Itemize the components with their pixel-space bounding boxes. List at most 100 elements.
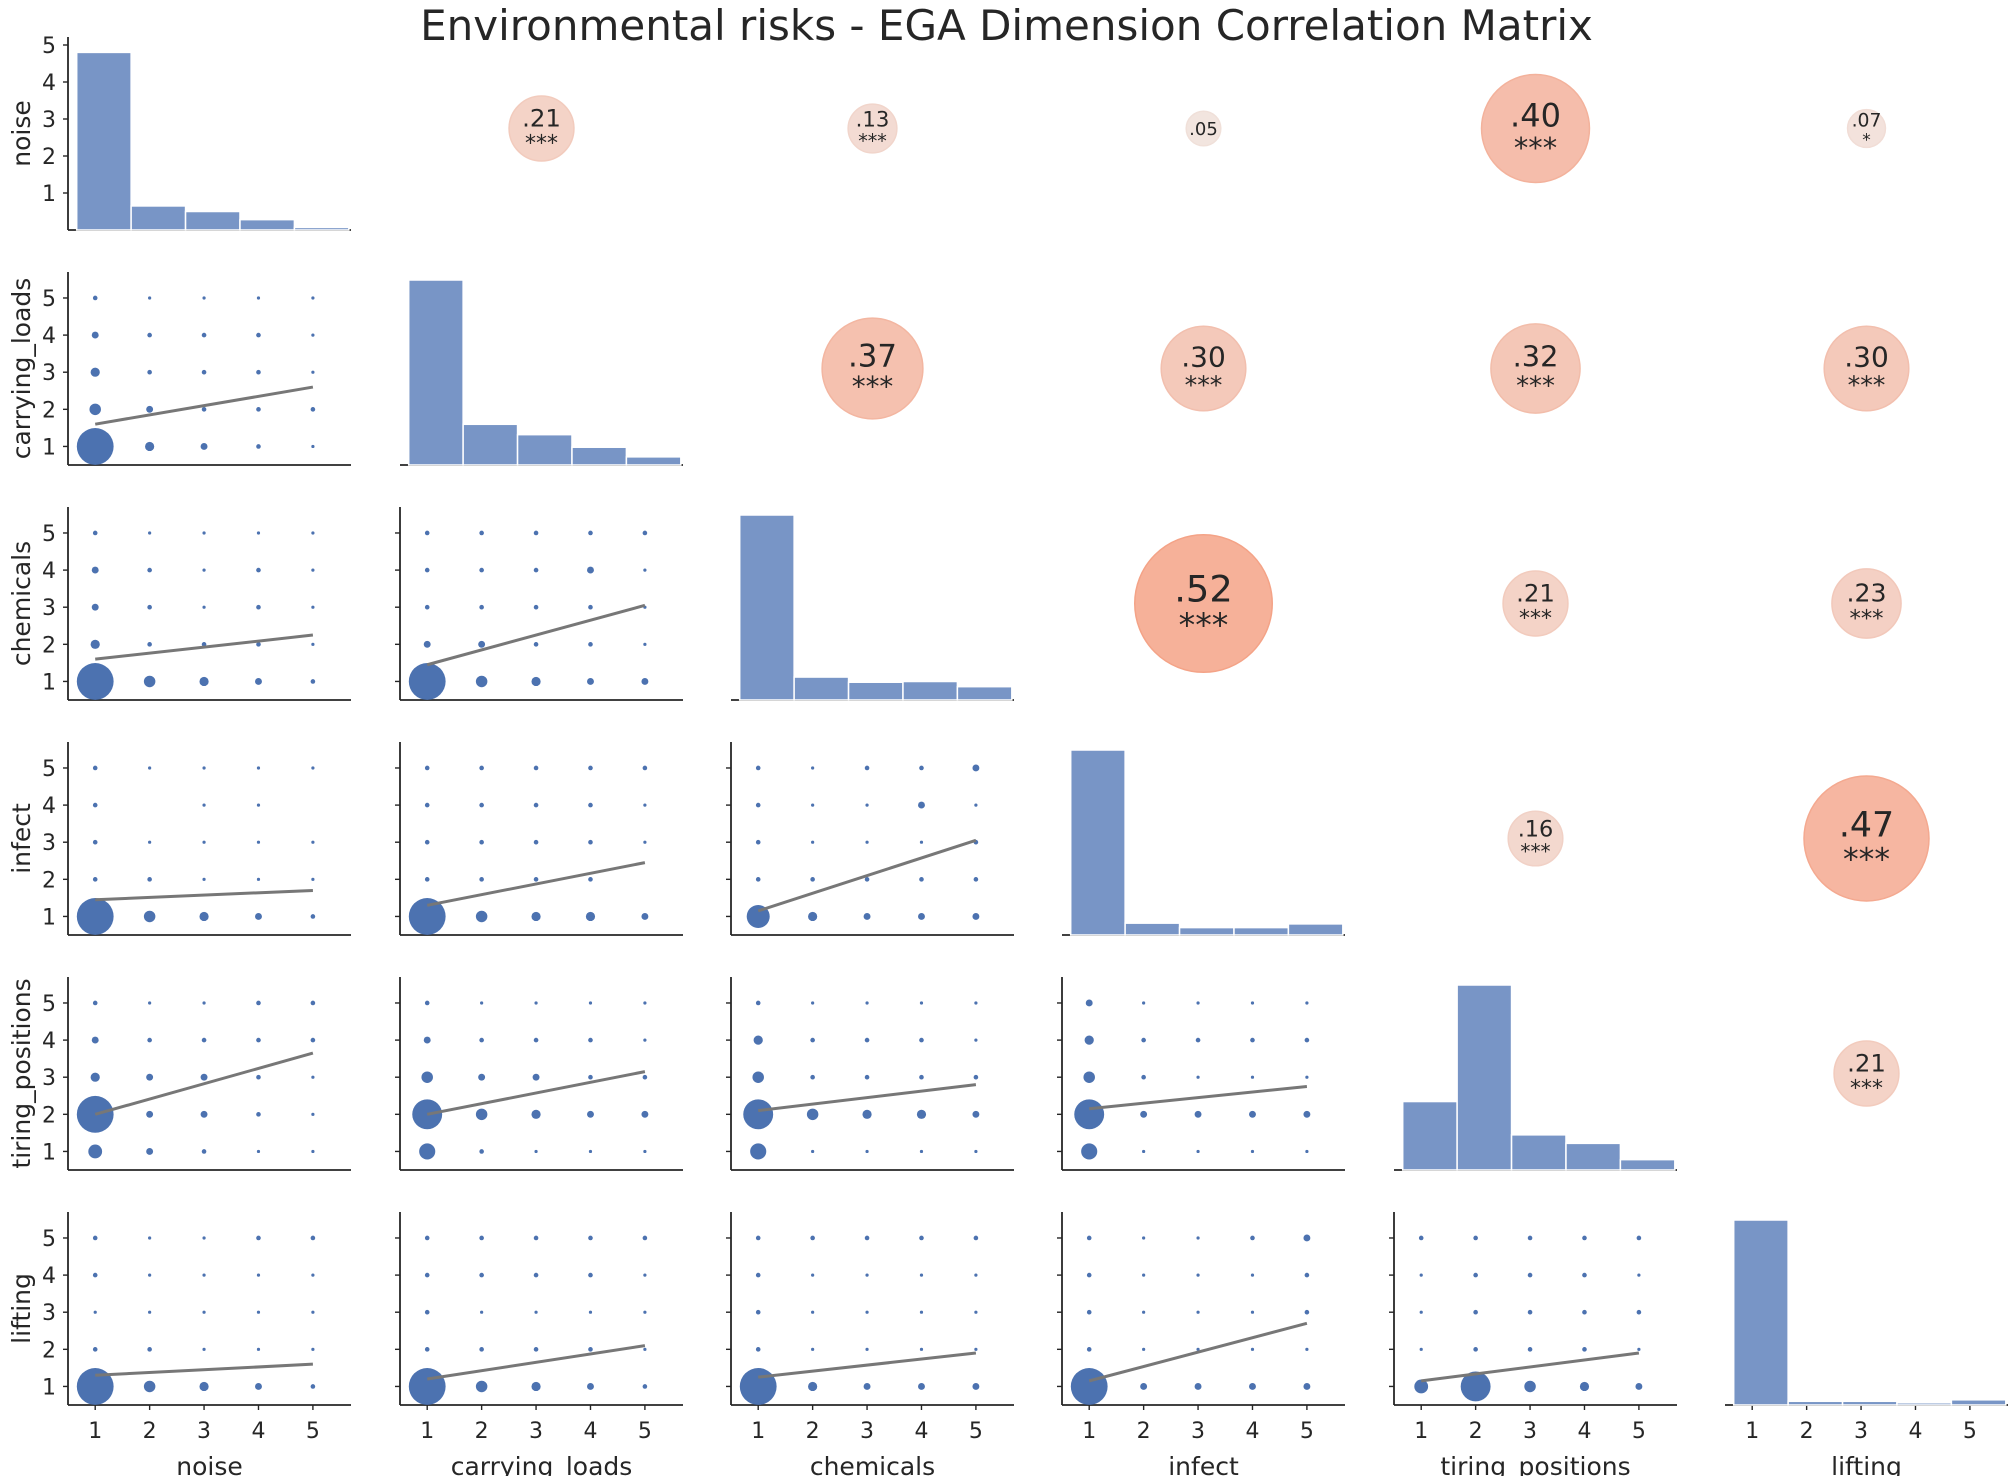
scatter-point (92, 877, 98, 882)
scatter-point (643, 1347, 647, 1351)
scatter-point (1196, 1149, 1200, 1154)
scatter-point (201, 332, 207, 338)
y-tick-label: 4 (42, 1264, 56, 1289)
scatter-point (311, 1149, 315, 1154)
scatter-point (865, 1347, 869, 1351)
scatter-point (531, 1381, 541, 1392)
x-tick-label: 2 (1800, 1419, 1814, 1444)
x-tick-label: 1 (1082, 1419, 1096, 1444)
correlation-bubble (1823, 325, 1910, 412)
scatter-point (643, 1273, 647, 1277)
correlation-value: .21 (522, 104, 561, 133)
correlation-bubble (1803, 775, 1930, 902)
scatter-point (1250, 1001, 1255, 1005)
scatter-point (1303, 1234, 1311, 1242)
scatter-point (533, 1347, 539, 1352)
scatter-point (864, 1074, 870, 1080)
regression-line (758, 1083, 977, 1113)
scatter-point (424, 1309, 430, 1315)
scatter-point (148, 296, 152, 300)
scatter-point (146, 405, 154, 413)
scatter-point (311, 642, 315, 646)
scatter-point (479, 877, 484, 882)
scatter-point (755, 839, 761, 845)
scatter-point (1637, 1273, 1641, 1277)
scatter-point (588, 1272, 593, 1278)
histogram-tiring_positions (1401, 984, 1676, 1171)
histogram-bar (516, 433, 573, 466)
scatter-point (918, 912, 925, 920)
histogram-bar (1069, 749, 1126, 936)
scatter-point (256, 531, 261, 535)
scatter-point (311, 605, 315, 609)
y-axis-label: carrying_loads (7, 278, 36, 460)
scatter-point (810, 877, 815, 882)
histogram-bar (1732, 1219, 1789, 1406)
x-tick-labels-chemicals: 1 2 3 4 5 (751, 1419, 983, 1444)
scatter-point (588, 802, 593, 808)
scatter-point (1086, 1272, 1092, 1278)
scatter-point (1635, 1382, 1643, 1390)
scatter-point (424, 604, 430, 610)
scatter-point (202, 1310, 206, 1314)
y-tick-label: 2 (42, 1338, 56, 1363)
panel-infect-noise (63, 742, 351, 936)
x-tick-label: 5 (638, 1419, 652, 1444)
correlation-bubble (1185, 110, 1222, 147)
scatter-point (919, 1037, 924, 1043)
panel-infect-carrying_loads (395, 742, 683, 936)
scatter-point (806, 1108, 819, 1121)
scatter-point (1142, 1273, 1146, 1277)
scatter-point (1141, 1037, 1146, 1043)
scatter-point (811, 1149, 815, 1154)
regression-line (757, 838, 977, 913)
scatter-chemicals-vs-noise (76, 530, 316, 700)
scatter-point (973, 1235, 979, 1241)
scatter-point (643, 568, 647, 572)
scatter-lifting-vs-infect (1070, 1234, 1311, 1405)
panel-tiring_positions-noise (63, 977, 351, 1171)
scatter-point (1250, 1235, 1255, 1241)
scatter-point (148, 1273, 152, 1277)
y-tick-label: 5 (42, 757, 56, 782)
scatter-point (1473, 1347, 1478, 1352)
y-tick-label: 1 (42, 670, 56, 695)
scatter-point (972, 912, 980, 920)
scatter-point (973, 1074, 979, 1080)
scatter-point (148, 840, 152, 844)
scatter-point (588, 530, 593, 536)
scatter-point (919, 877, 924, 882)
significance-stars: *** (1514, 130, 1557, 164)
correlation-bubble (1831, 568, 1902, 639)
scatter-point (1196, 1347, 1200, 1351)
x-tick-labels-noise: 1 2 3 4 5 (88, 1419, 320, 1444)
scatter-point (148, 531, 152, 535)
y-axis-label: tiring_positions (7, 978, 36, 1168)
scatter-tiring_positions-vs-noise (76, 1000, 316, 1159)
x-tick-label: 2 (1137, 1419, 1151, 1444)
y-tick-label: 2 (42, 145, 56, 170)
scatter-point (311, 840, 315, 844)
scatter-point (588, 1310, 593, 1314)
scatter-point (588, 1001, 593, 1005)
correlation-bubble (1133, 533, 1274, 674)
scatter-point (479, 839, 484, 845)
correlation-infect-tiring_positions: .16*** (1507, 810, 1564, 867)
scatter-point (1305, 1149, 1309, 1154)
scatter-point (1194, 1110, 1202, 1118)
scatter-point (755, 877, 761, 882)
x-tick-label: 4 (1908, 1419, 1922, 1444)
histogram-bar (1178, 926, 1235, 936)
scatter-point (424, 1272, 430, 1278)
scatter-point (256, 332, 261, 338)
scatter-point (919, 1235, 924, 1241)
scatter-point (256, 1112, 261, 1117)
x-tick-labels-carrying_loads: 1 2 3 4 5 (420, 1419, 652, 1444)
scatter-point (1304, 1272, 1310, 1278)
scatter-point (200, 1110, 208, 1118)
regression-line (95, 1362, 313, 1377)
scatter-point (533, 642, 539, 647)
scatter-point (256, 1310, 261, 1314)
scatter-point (310, 679, 316, 684)
